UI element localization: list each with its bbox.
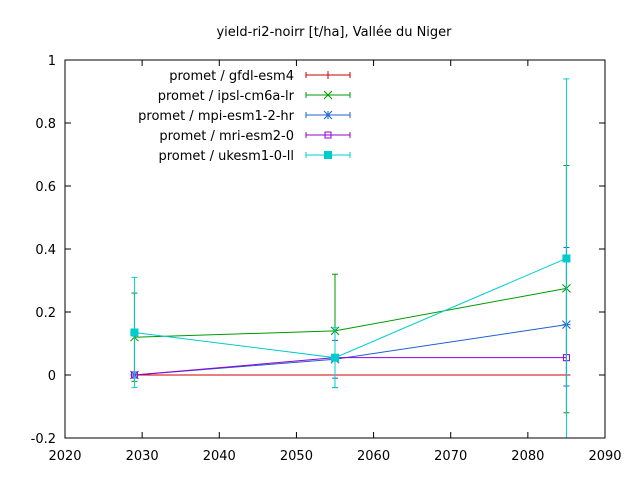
legend-label: promet / mpi-esm1-2-hr bbox=[138, 109, 294, 124]
legend-label: promet / ukesm1-0-ll bbox=[158, 149, 294, 164]
axes: 2020 2030 2040 2050 2060 2070 2080 2090 -0.2 0 0.2… bbox=[31, 54, 622, 464]
data-point bbox=[331, 353, 339, 362]
series-line bbox=[134, 357, 567, 376]
legend-label: promet / mri-esm2-0 bbox=[159, 129, 294, 144]
y-tick-label: -0.2 bbox=[31, 432, 56, 447]
y-tick-label: 0 bbox=[48, 369, 56, 384]
legend-marker bbox=[323, 110, 333, 120]
series-1 bbox=[130, 165, 571, 414]
x-tick-label: 2080 bbox=[511, 449, 544, 464]
legend-marker bbox=[323, 90, 333, 100]
y-tick-label: 0.8 bbox=[35, 117, 56, 132]
series-line bbox=[134, 324, 567, 376]
x-tick-label: 2070 bbox=[434, 449, 467, 464]
x-tick-label: 2020 bbox=[48, 449, 81, 464]
x-tick-label: 2090 bbox=[588, 449, 621, 464]
series-line bbox=[134, 287, 567, 338]
x-tick-label: 2030 bbox=[126, 449, 159, 464]
legend-label: promet / gfdl-esm4 bbox=[169, 69, 294, 84]
chart-title: yield-ri2-noirr [t/ha], Vallée du Niger bbox=[216, 25, 452, 40]
series-2 bbox=[130, 246, 571, 387]
y-tick-label: 1 bbox=[48, 54, 56, 69]
legend: promet / gfdl-esm4 promet / ipsl-cm6a-lr p… bbox=[138, 69, 351, 164]
y-tick-label: 0.6 bbox=[35, 180, 56, 195]
series-4 bbox=[130, 78, 571, 439]
x-tick-label: 2060 bbox=[357, 449, 390, 464]
y-tick-label: 0.2 bbox=[35, 306, 56, 321]
x-tick-label: 2050 bbox=[280, 449, 313, 464]
legend-marker bbox=[324, 71, 332, 79]
legend-label: promet / ipsl-cm6a-lr bbox=[158, 89, 295, 104]
legend-marker bbox=[324, 151, 332, 159]
plot-area bbox=[130, 78, 571, 439]
x-tick-label: 2040 bbox=[203, 449, 236, 464]
series-line bbox=[134, 257, 567, 359]
series-0 bbox=[130, 371, 571, 379]
legend-marker bbox=[324, 131, 332, 139]
data-point bbox=[130, 328, 139, 337]
y-tick-label: 0.4 bbox=[35, 243, 56, 258]
data-point bbox=[562, 254, 571, 263]
